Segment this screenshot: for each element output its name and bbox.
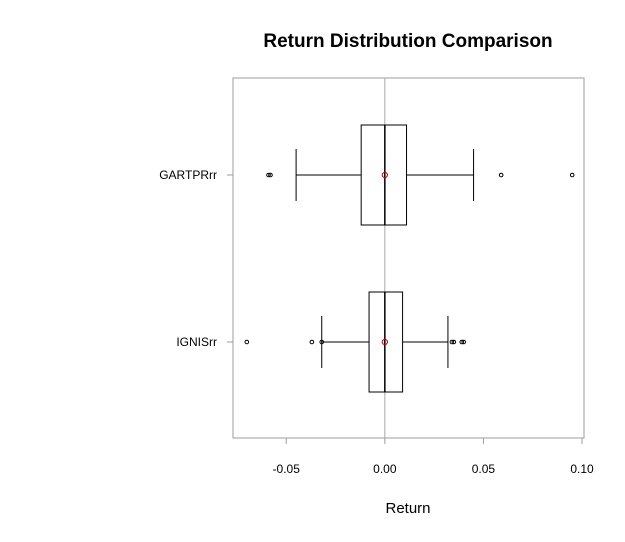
outlier-point — [461, 339, 467, 345]
x-tick-label: 0.00 — [373, 462, 397, 476]
x-tick-label: -0.05 — [273, 462, 301, 476]
chart-title: Return Distribution Comparison — [263, 31, 552, 52]
x-axis-label: Return — [385, 500, 430, 517]
iqr-box — [360, 124, 408, 226]
outlier-point — [569, 172, 575, 178]
mean-marker — [381, 338, 388, 346]
x-tick-label: 0.10 — [570, 462, 594, 476]
category-label: IGNISrr — [176, 335, 217, 349]
outlier-point — [244, 339, 250, 345]
outlier-point — [266, 172, 271, 178]
outlier-point — [451, 339, 457, 345]
outlier-point — [498, 172, 504, 178]
outlier-point — [449, 339, 455, 345]
plot-frame — [232, 77, 585, 439]
mean-marker — [381, 171, 388, 179]
outlier-point — [268, 172, 273, 178]
outlier-point — [319, 339, 325, 345]
category-label: GARTPRrr — [159, 168, 217, 182]
outlier-point — [309, 339, 315, 345]
x-tick-label: 0.05 — [472, 462, 496, 476]
outlier-point — [459, 339, 465, 345]
box-group-ignisrr — [244, 291, 467, 393]
iqr-box — [368, 291, 404, 393]
box-group-gartprrr — [266, 124, 575, 226]
